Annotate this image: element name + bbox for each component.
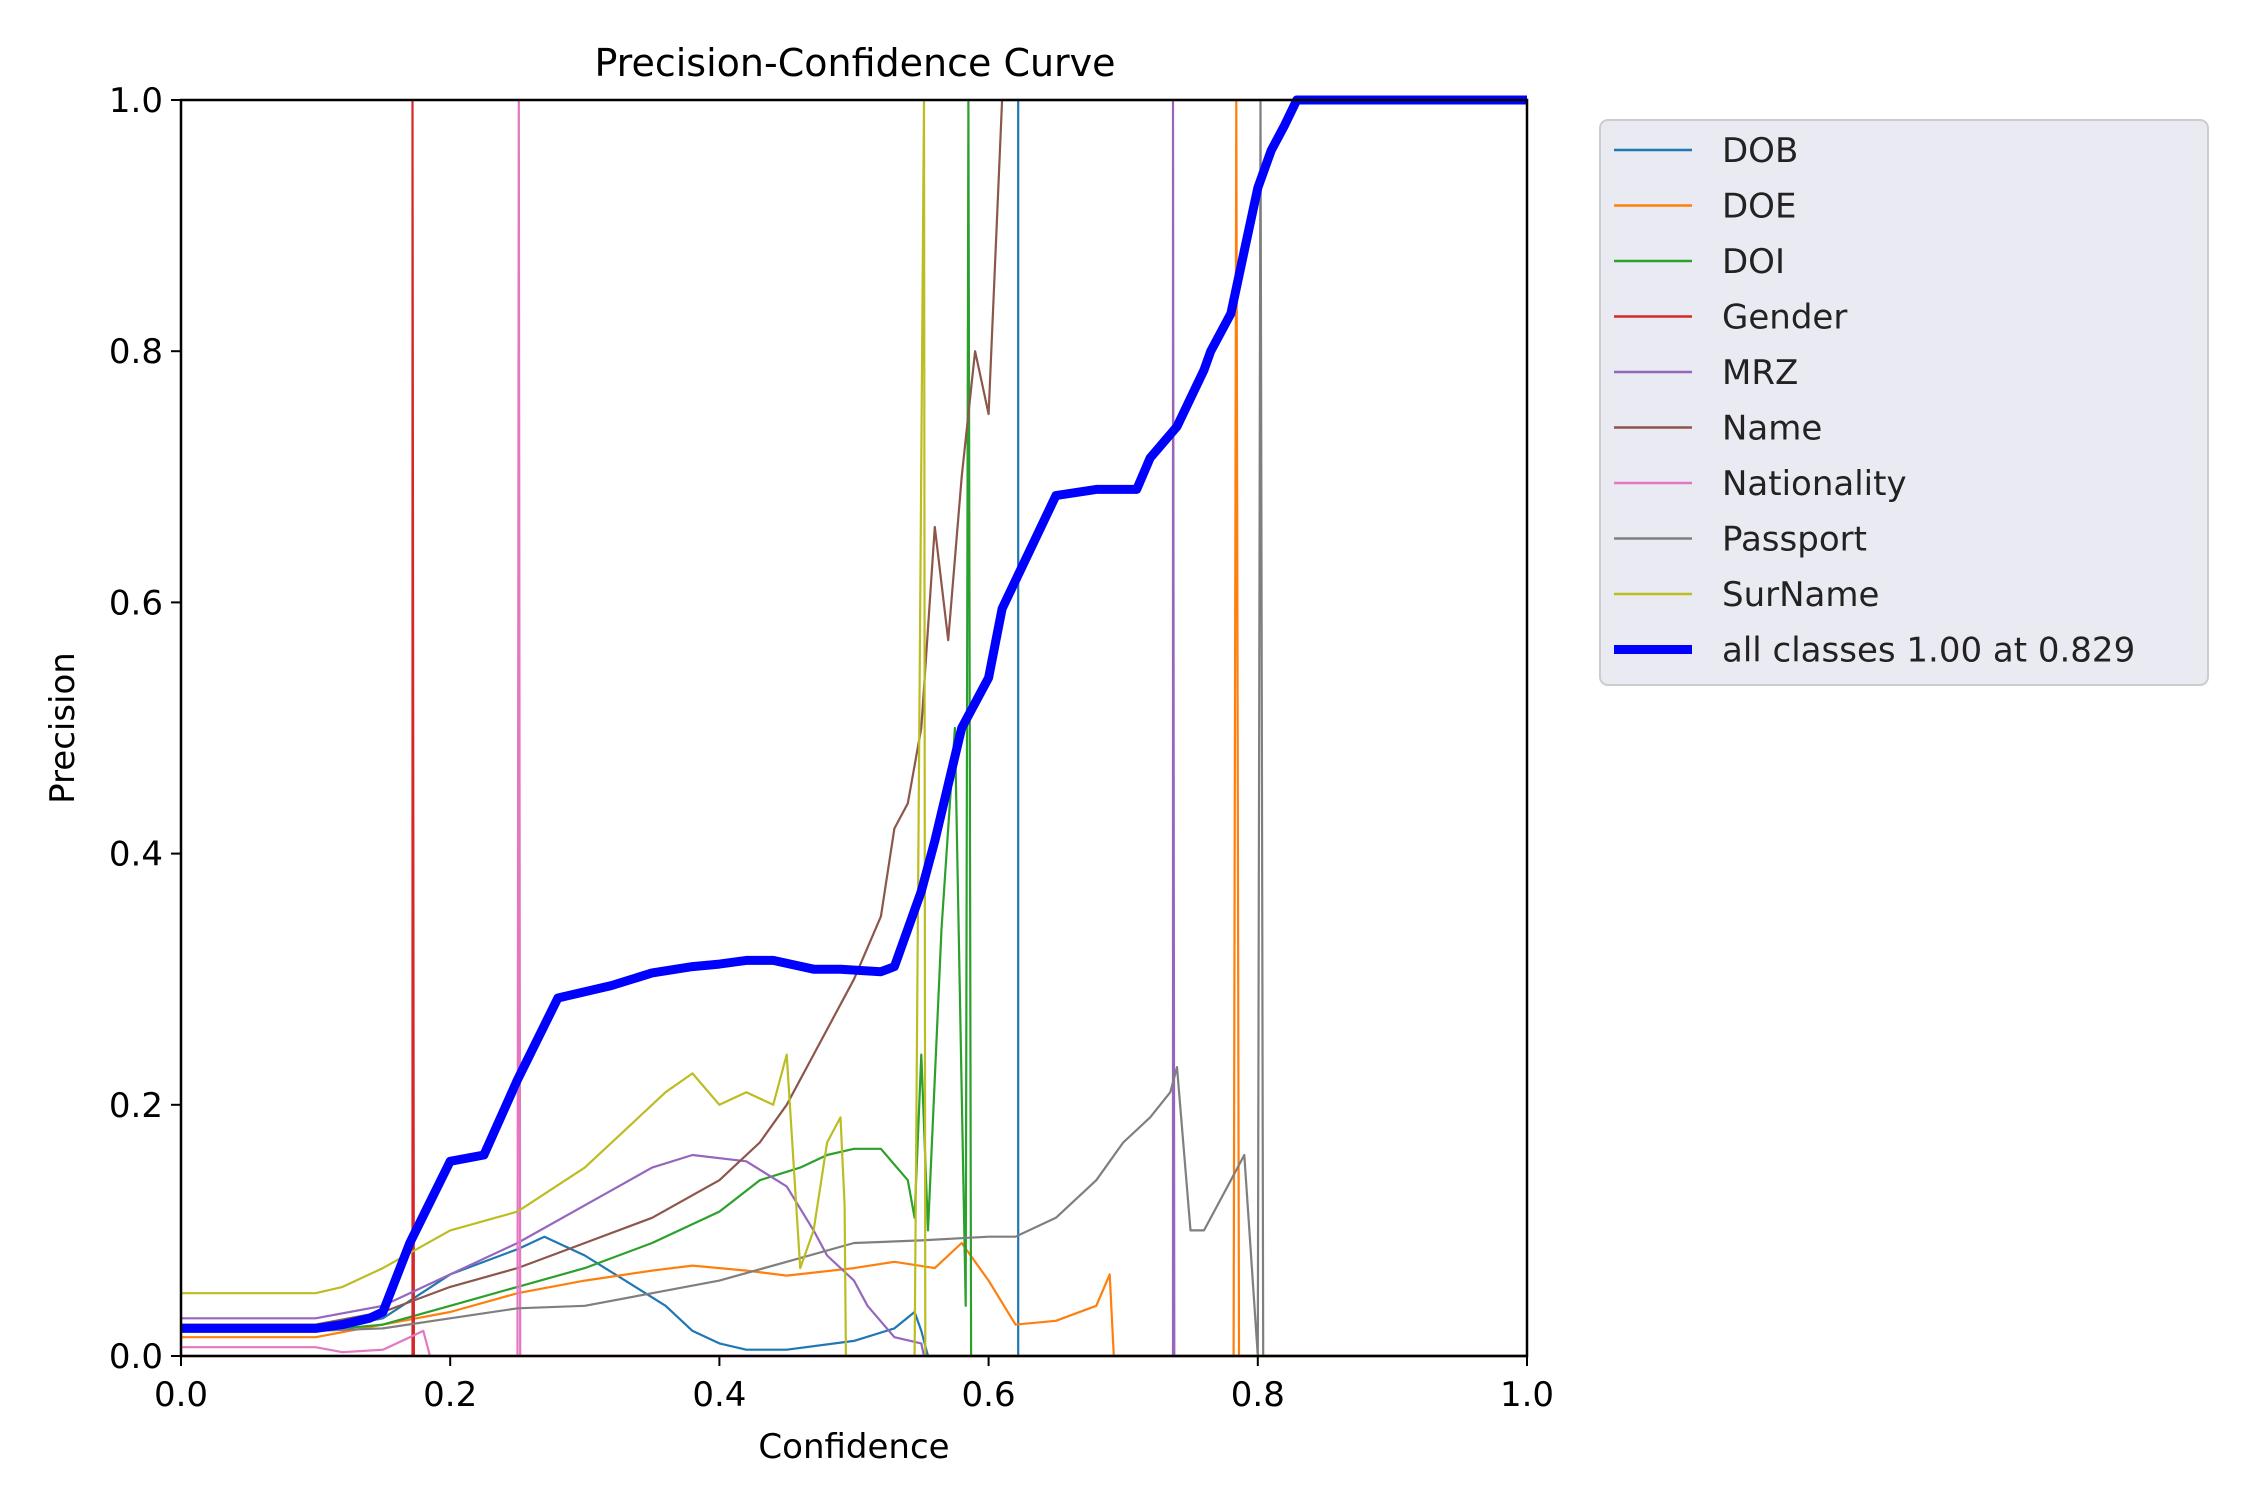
x-tick-label: 0.2 xyxy=(423,1375,477,1415)
legend-label-6: Nationality xyxy=(1722,464,1907,504)
legend-label-1: DOE xyxy=(1722,187,1796,227)
y-axis-label: Precision xyxy=(43,652,83,804)
legend-label-9: all classes 1.00 at 0.829 xyxy=(1722,631,2135,671)
series-line-4 xyxy=(181,98,1527,1358)
x-axis-ticks: 0.0 0.2 0.4 0.6 0.8 1.0 xyxy=(154,1356,1554,1415)
series-line-8 xyxy=(181,98,1527,1358)
y-tick-label: 0.6 xyxy=(109,583,163,623)
legend-label-3: Gender xyxy=(1722,298,1847,338)
legend-label-0: DOB xyxy=(1722,131,1798,171)
y-tick-label: 0.0 xyxy=(109,1337,163,1377)
x-tick-label: 0.0 xyxy=(154,1375,208,1415)
x-tick-label: 0.4 xyxy=(692,1375,746,1415)
series-line-2 xyxy=(181,98,1527,1358)
series-line-1 xyxy=(181,98,1527,1358)
series-line-3 xyxy=(181,98,1527,1358)
series-line-9 xyxy=(181,95,1527,1333)
legend-label-8: SurName xyxy=(1722,575,1879,615)
plot-lines xyxy=(181,95,1527,1358)
x-tick-label: 0.8 xyxy=(1231,1375,1285,1415)
legend-label-5: Name xyxy=(1722,409,1822,449)
y-tick-label: 1.0 xyxy=(109,81,163,121)
x-tick-label: 0.6 xyxy=(962,1375,1016,1415)
legend-label-4: MRZ xyxy=(1722,353,1798,393)
y-tick-label: 0.4 xyxy=(109,835,163,875)
legend-label-7: Passport xyxy=(1722,520,1867,560)
legend-box xyxy=(1599,119,2209,686)
series-line-5 xyxy=(181,98,1527,1326)
chart-title: Precision-Confidence Curve xyxy=(594,41,1115,85)
plot-frame xyxy=(179,98,1529,1358)
x-tick-label: 1.0 xyxy=(1500,1375,1554,1415)
x-axis-label: Confidence xyxy=(758,1427,949,1467)
y-tick-label: 0.2 xyxy=(109,1086,163,1126)
y-tick-label: 0.8 xyxy=(109,332,163,372)
legend: DOB DOE DOI Gender MRZ Name Nationality Passpor… xyxy=(1599,119,2209,686)
legend-label-2: DOI xyxy=(1722,242,1785,282)
series-line-7 xyxy=(181,98,1527,1358)
series-line-6 xyxy=(181,98,1527,1358)
series-line-0 xyxy=(181,98,1527,1358)
y-axis-ticks: 0.0 0.2 0.4 0.6 0.8 1.0 xyxy=(109,81,181,1377)
